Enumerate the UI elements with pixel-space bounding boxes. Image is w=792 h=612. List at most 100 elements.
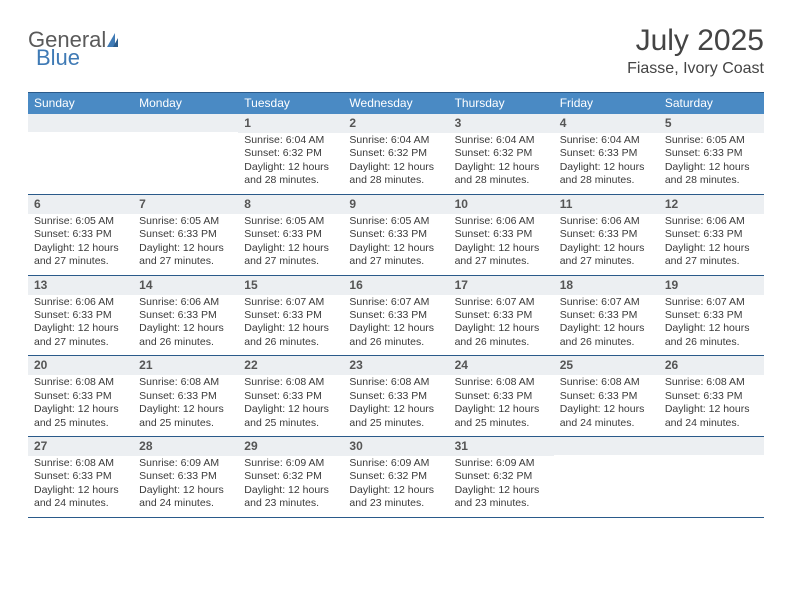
week-row: 20Sunrise: 6:08 AMSunset: 6:33 PMDayligh… — [28, 356, 764, 437]
day-details: Sunrise: 6:08 AMSunset: 6:33 PMDaylight:… — [554, 375, 659, 436]
sunset-line: Sunset: 6:33 PM — [560, 309, 653, 322]
daylight-line: Daylight: 12 hours and 27 minutes. — [349, 242, 442, 269]
day-number: 18 — [554, 276, 659, 295]
sunset-line: Sunset: 6:33 PM — [560, 228, 653, 241]
day-details: Sunrise: 6:08 AMSunset: 6:33 PMDaylight:… — [238, 375, 343, 436]
sunset-line: Sunset: 6:33 PM — [139, 470, 232, 483]
daylight-line: Daylight: 12 hours and 27 minutes. — [455, 242, 548, 269]
sunrise-line: Sunrise: 6:08 AM — [139, 376, 232, 389]
week-row: 6Sunrise: 6:05 AMSunset: 6:33 PMDaylight… — [28, 195, 764, 276]
daylight-line: Daylight: 12 hours and 24 minutes. — [139, 484, 232, 511]
day-details: Sunrise: 6:08 AMSunset: 6:33 PMDaylight:… — [28, 456, 133, 517]
day-details: Sunrise: 6:05 AMSunset: 6:33 PMDaylight:… — [343, 214, 448, 275]
day-number: 10 — [449, 195, 554, 214]
daylight-line: Daylight: 12 hours and 27 minutes. — [244, 242, 337, 269]
page-header: General Blue July 2025 Fiasse, Ivory Coa… — [28, 24, 764, 78]
sunset-line: Sunset: 6:33 PM — [139, 309, 232, 322]
day-number — [133, 114, 238, 132]
day-number: 22 — [238, 356, 343, 375]
day-details — [659, 455, 764, 462]
dow-monday: Monday — [133, 93, 238, 114]
sunrise-line: Sunrise: 6:08 AM — [560, 376, 653, 389]
daylight-line: Daylight: 12 hours and 26 minutes. — [349, 322, 442, 349]
sunrise-line: Sunrise: 6:08 AM — [665, 376, 758, 389]
day-cell: 18Sunrise: 6:07 AMSunset: 6:33 PMDayligh… — [554, 276, 659, 356]
sail-icon — [113, 38, 118, 47]
day-number: 3 — [449, 114, 554, 133]
sunrise-line: Sunrise: 6:05 AM — [34, 215, 127, 228]
sunrise-line: Sunrise: 6:07 AM — [244, 296, 337, 309]
week-row: 27Sunrise: 6:08 AMSunset: 6:33 PMDayligh… — [28, 437, 764, 518]
day-details — [133, 132, 238, 139]
dow-saturday: Saturday — [659, 93, 764, 114]
day-details: Sunrise: 6:04 AMSunset: 6:32 PMDaylight:… — [343, 133, 448, 194]
day-cell: 22Sunrise: 6:08 AMSunset: 6:33 PMDayligh… — [238, 356, 343, 436]
day-details: Sunrise: 6:06 AMSunset: 6:33 PMDaylight:… — [449, 214, 554, 275]
daylight-line: Daylight: 12 hours and 25 minutes. — [244, 403, 337, 430]
day-number: 12 — [659, 195, 764, 214]
day-details: Sunrise: 6:07 AMSunset: 6:33 PMDaylight:… — [449, 295, 554, 356]
day-cell: 3Sunrise: 6:04 AMSunset: 6:32 PMDaylight… — [449, 114, 554, 194]
sunrise-line: Sunrise: 6:04 AM — [244, 134, 337, 147]
calendar-grid: SundayMondayTuesdayWednesdayThursdayFrid… — [28, 92, 764, 518]
day-details — [554, 455, 659, 462]
day-number: 5 — [659, 114, 764, 133]
day-cell: 26Sunrise: 6:08 AMSunset: 6:33 PMDayligh… — [659, 356, 764, 436]
daylight-line: Daylight: 12 hours and 27 minutes. — [560, 242, 653, 269]
sunset-line: Sunset: 6:33 PM — [349, 309, 442, 322]
sunrise-line: Sunrise: 6:06 AM — [455, 215, 548, 228]
day-details: Sunrise: 6:05 AMSunset: 6:33 PMDaylight:… — [133, 214, 238, 275]
sunrise-line: Sunrise: 6:06 AM — [139, 296, 232, 309]
sunset-line: Sunset: 6:33 PM — [665, 309, 758, 322]
sunset-line: Sunset: 6:33 PM — [244, 309, 337, 322]
day-cell: 4Sunrise: 6:04 AMSunset: 6:33 PMDaylight… — [554, 114, 659, 194]
sunrise-line: Sunrise: 6:05 AM — [244, 215, 337, 228]
daylight-line: Daylight: 12 hours and 23 minutes. — [244, 484, 337, 511]
day-details: Sunrise: 6:08 AMSunset: 6:33 PMDaylight:… — [28, 375, 133, 436]
daylight-line: Daylight: 12 hours and 26 minutes. — [665, 322, 758, 349]
day-number: 16 — [343, 276, 448, 295]
day-cell: 23Sunrise: 6:08 AMSunset: 6:33 PMDayligh… — [343, 356, 448, 436]
sunrise-line: Sunrise: 6:06 AM — [34, 296, 127, 309]
day-number: 26 — [659, 356, 764, 375]
empty-cell — [28, 114, 133, 194]
day-number: 17 — [449, 276, 554, 295]
week-row: 13Sunrise: 6:06 AMSunset: 6:33 PMDayligh… — [28, 276, 764, 357]
sunrise-line: Sunrise: 6:04 AM — [455, 134, 548, 147]
sunset-line: Sunset: 6:32 PM — [349, 147, 442, 160]
day-details: Sunrise: 6:08 AMSunset: 6:33 PMDaylight:… — [343, 375, 448, 436]
daylight-line: Daylight: 12 hours and 27 minutes. — [665, 242, 758, 269]
day-details: Sunrise: 6:07 AMSunset: 6:33 PMDaylight:… — [554, 295, 659, 356]
brand-word-2: Blue — [36, 48, 118, 69]
day-number: 14 — [133, 276, 238, 295]
sunrise-line: Sunrise: 6:09 AM — [244, 457, 337, 470]
day-cell: 11Sunrise: 6:06 AMSunset: 6:33 PMDayligh… — [554, 195, 659, 275]
day-number — [28, 114, 133, 132]
day-details: Sunrise: 6:09 AMSunset: 6:32 PMDaylight:… — [449, 456, 554, 517]
dow-sunday: Sunday — [28, 93, 133, 114]
empty-cell — [554, 437, 659, 517]
sunset-line: Sunset: 6:33 PM — [665, 228, 758, 241]
day-details: Sunrise: 6:07 AMSunset: 6:33 PMDaylight:… — [238, 295, 343, 356]
sunrise-line: Sunrise: 6:08 AM — [349, 376, 442, 389]
day-details: Sunrise: 6:09 AMSunset: 6:32 PMDaylight:… — [343, 456, 448, 517]
sunset-line: Sunset: 6:33 PM — [560, 147, 653, 160]
daylight-line: Daylight: 12 hours and 24 minutes. — [665, 403, 758, 430]
sunset-line: Sunset: 6:33 PM — [139, 228, 232, 241]
day-number: 11 — [554, 195, 659, 214]
sunrise-line: Sunrise: 6:08 AM — [34, 376, 127, 389]
day-cell: 20Sunrise: 6:08 AMSunset: 6:33 PMDayligh… — [28, 356, 133, 436]
day-details: Sunrise: 6:09 AMSunset: 6:32 PMDaylight:… — [238, 456, 343, 517]
day-details: Sunrise: 6:04 AMSunset: 6:33 PMDaylight:… — [554, 133, 659, 194]
day-cell: 10Sunrise: 6:06 AMSunset: 6:33 PMDayligh… — [449, 195, 554, 275]
sunrise-line: Sunrise: 6:07 AM — [349, 296, 442, 309]
daylight-line: Daylight: 12 hours and 28 minutes. — [560, 161, 653, 188]
day-cell: 30Sunrise: 6:09 AMSunset: 6:32 PMDayligh… — [343, 437, 448, 517]
day-cell: 21Sunrise: 6:08 AMSunset: 6:33 PMDayligh… — [133, 356, 238, 436]
day-number: 23 — [343, 356, 448, 375]
day-number: 6 — [28, 195, 133, 214]
week-row: 1Sunrise: 6:04 AMSunset: 6:32 PMDaylight… — [28, 114, 764, 195]
day-details: Sunrise: 6:05 AMSunset: 6:33 PMDaylight:… — [659, 133, 764, 194]
sunrise-line: Sunrise: 6:05 AM — [139, 215, 232, 228]
day-number: 8 — [238, 195, 343, 214]
